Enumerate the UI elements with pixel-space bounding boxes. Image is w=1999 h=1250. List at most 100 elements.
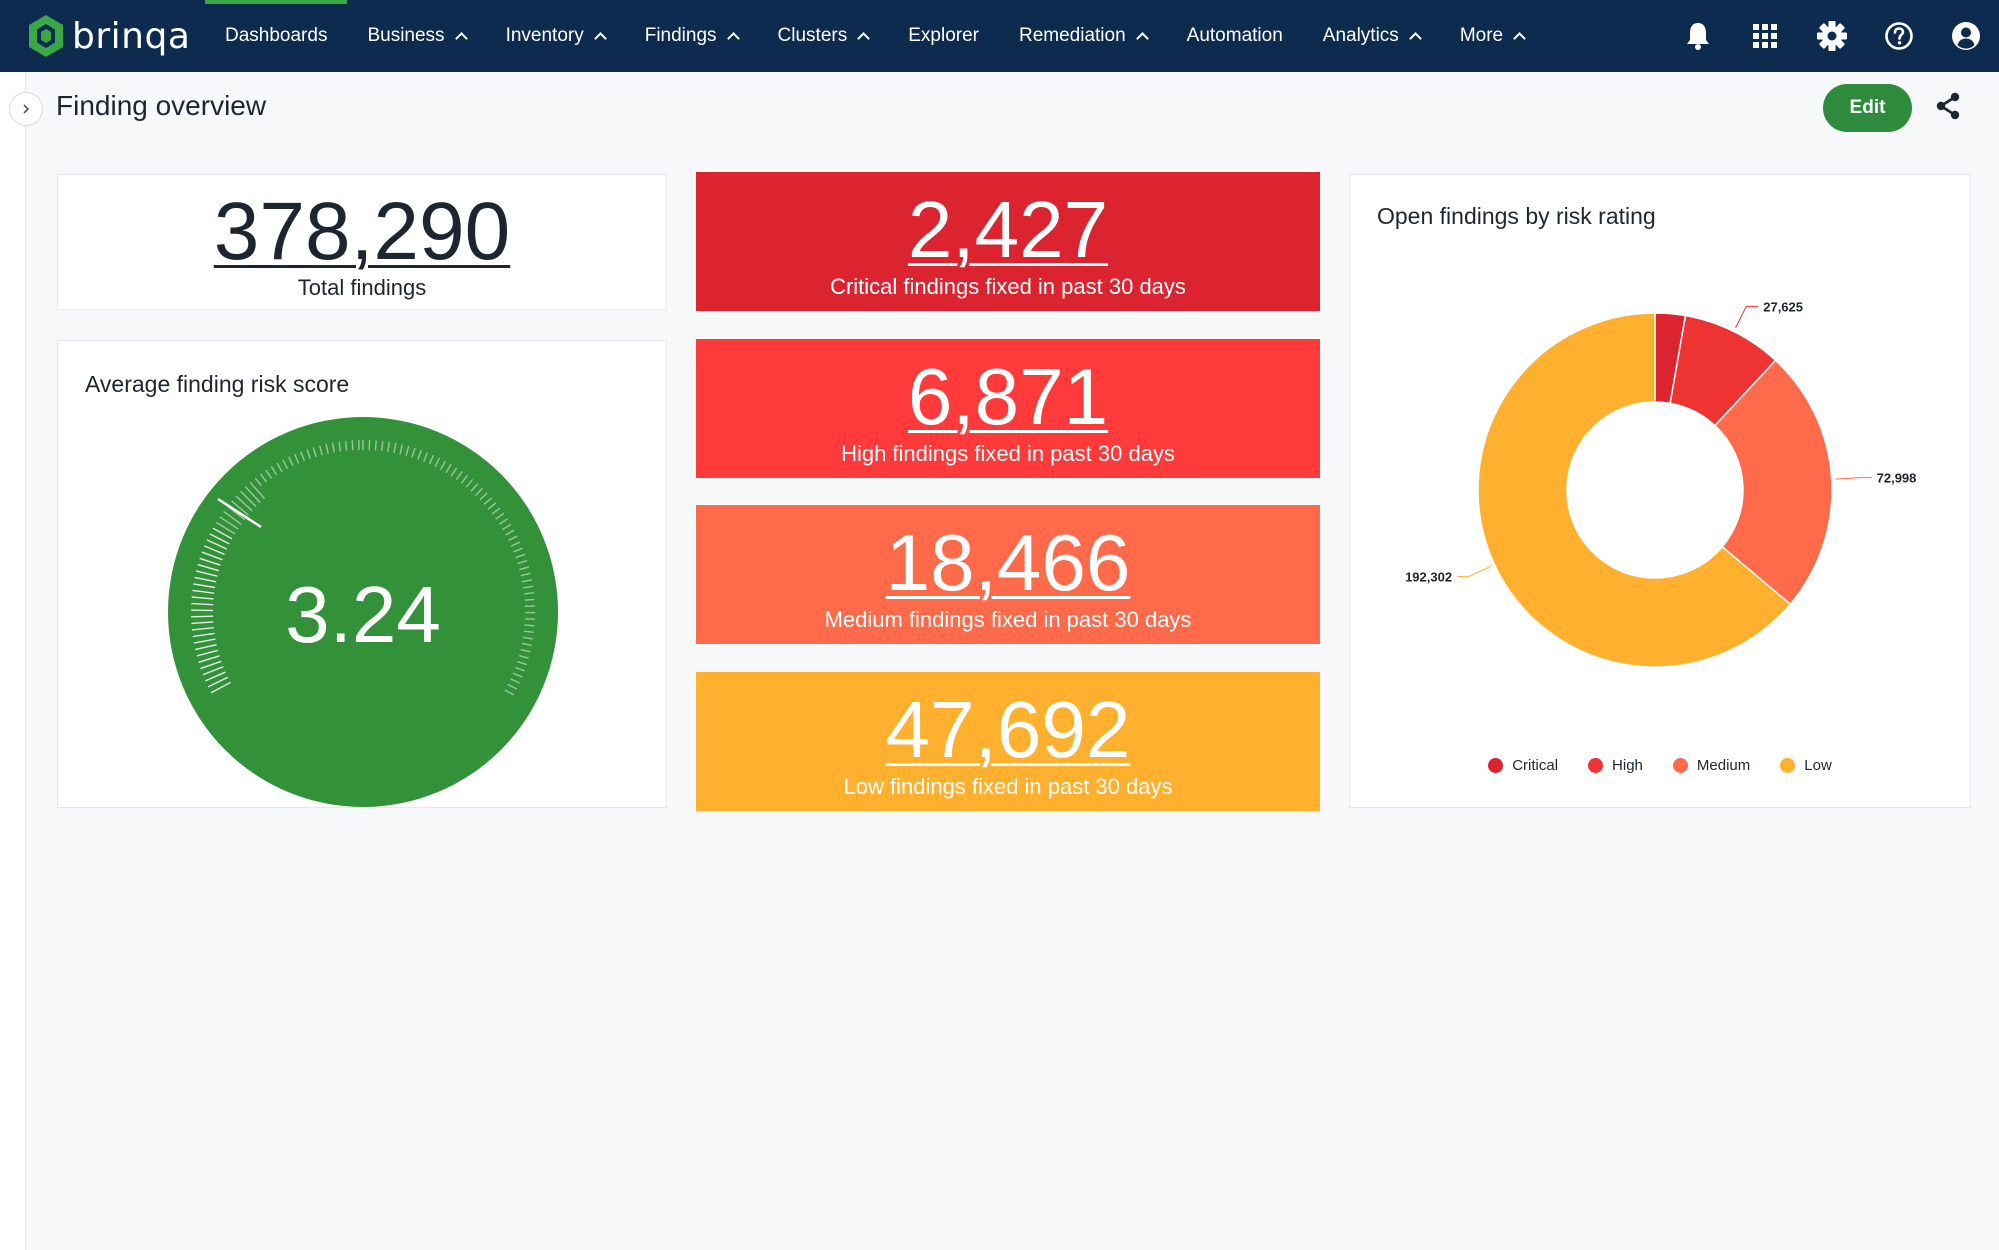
nav-item-label: Findings [644,25,717,46]
gauge-tick [521,642,532,647]
nav-item-automation[interactable]: Automation [1167,0,1303,72]
risk-rating-chart-card: Open findings by risk rating 27,625 72,99… [1349,174,1971,808]
nav-item-label: Analytics [1322,25,1399,46]
gauge-tick [521,579,533,583]
gauge-tick [523,630,534,634]
legend-item-critical[interactable]: Critical [1488,757,1558,774]
chart-title: Open findings by risk rating [1377,203,1656,229]
share-button[interactable] [1928,86,1968,126]
gauge-tick [193,583,216,589]
nav-item-remediation[interactable]: Remediation [999,0,1167,72]
donut-slice-low[interactable] [1477,312,1792,668]
gauge-tick [524,624,535,627]
gauge-tick [338,441,342,452]
total-findings-card: 378,290 Total findings [57,174,667,310]
risk-score-gauge: 3.24 [168,417,558,807]
gauge-tick [191,596,214,600]
nav-item-label: Business [367,25,445,46]
logo-text: brinqa [72,15,191,57]
edit-button[interactable]: Edit [1823,84,1912,132]
nav-item-business[interactable]: Business [347,0,485,72]
data-label-low: 192,302 [1405,569,1452,584]
settings-button[interactable] [1798,0,1865,72]
critical-fixed-value[interactable]: 2,427 [907,185,1109,274]
hexagon-logo-icon [29,15,63,57]
gauge-tick [288,456,294,467]
low-fixed-value[interactable]: 47,692 [885,685,1131,774]
gauge-tick [374,440,377,451]
legend-item-medium[interactable]: Medium [1672,757,1751,774]
sidebar-expand-button[interactable] [9,92,43,126]
help-button[interactable] [1865,0,1932,72]
critical-fixed-label: Critical findings fixed in past 30 days [830,274,1186,299]
chevron-up-icon [1513,32,1526,45]
share-icon [1936,92,1960,120]
gauge-tick [235,495,253,512]
gauge-tick [331,442,336,453]
nav-item-clusters[interactable]: Clusters [758,0,889,72]
apps-button[interactable] [1731,0,1798,72]
total-findings-value[interactable]: 378,290 [213,186,511,277]
gauge-tick [212,527,233,540]
gauge-tick [445,463,452,474]
gauge-tick [192,589,215,594]
gauge-tick [194,576,217,583]
gauge-tick [325,443,329,454]
gauge-tick [487,502,497,510]
medium-fixed-value[interactable]: 18,466 [885,518,1131,607]
risk-score-value: 3.24 [285,570,441,659]
nav-item-inventory[interactable]: Inventory [486,0,625,72]
gauge-tick [380,441,384,452]
gauge-tick [495,512,505,520]
gauge-tick [450,467,458,477]
gauge-tick [510,678,520,684]
gauge-tick [192,632,215,638]
notifications-button[interactable] [1664,0,1731,72]
gauge-tick [223,510,242,525]
gauge-tick [523,592,535,595]
legend-dot-icon [1780,758,1796,773]
nav-item-dashboards[interactable]: Dashboards [205,0,348,72]
data-label-connector [1735,305,1759,329]
gauge-tick [491,507,501,515]
gauge-tick [522,636,533,640]
gauge-tick [518,654,529,659]
critical-fixed-tile: 2,427 Critical findings fixed in past 30… [696,172,1320,311]
high-fixed-value[interactable]: 6,871 [907,352,1109,441]
nav-item-more[interactable]: More [1440,0,1544,72]
legend-label: Medium [1696,757,1751,774]
user-account-icon [1951,22,1980,50]
gauge-tick [205,671,226,682]
gauge-tick [240,490,257,508]
gauge-tick [351,440,354,451]
legend-item-high[interactable]: High [1588,757,1643,774]
nav-item-findings[interactable]: Findings [625,0,758,72]
legend-label: High [1612,757,1643,774]
legend-item-low[interactable]: Low [1780,757,1832,774]
gauge-tick [465,479,474,488]
low-fixed-tile: 47,692 Low findings fixed in past 30 day… [696,672,1320,811]
gauge-tick [195,570,218,577]
gauge-tick [512,672,523,678]
gauge-tick [197,563,220,572]
nav-item-explorer[interactable]: Explorer [888,0,999,72]
donut-slice-medium[interactable] [1713,359,1833,606]
gauge-tick [524,598,535,601]
chevron-up-icon [454,32,468,45]
brinqa-logo[interactable]: brinqa [26,12,190,60]
risk-score-title: Average finding risk score [85,371,350,397]
user-account-button[interactable] [1932,0,1999,72]
high-fixed-label: High findings fixed in past 30 days [841,441,1175,466]
gauge-tick [423,452,429,463]
help-icon [1884,22,1913,50]
data-label-high: 27,625 [1763,299,1803,314]
gauge-tick [265,469,273,479]
gauge-tick [193,638,216,644]
nav-item-label: Inventory [505,25,584,46]
low-fixed-label: Low findings fixed in past 30 days [843,774,1173,799]
gauge-tick [294,453,300,464]
medium-fixed-label: Medium findings fixed in past 30 days [824,607,1192,632]
gauge-tick [215,521,236,535]
nav-item-analytics[interactable]: Analytics [1303,0,1440,72]
gauge-tick [505,529,515,536]
